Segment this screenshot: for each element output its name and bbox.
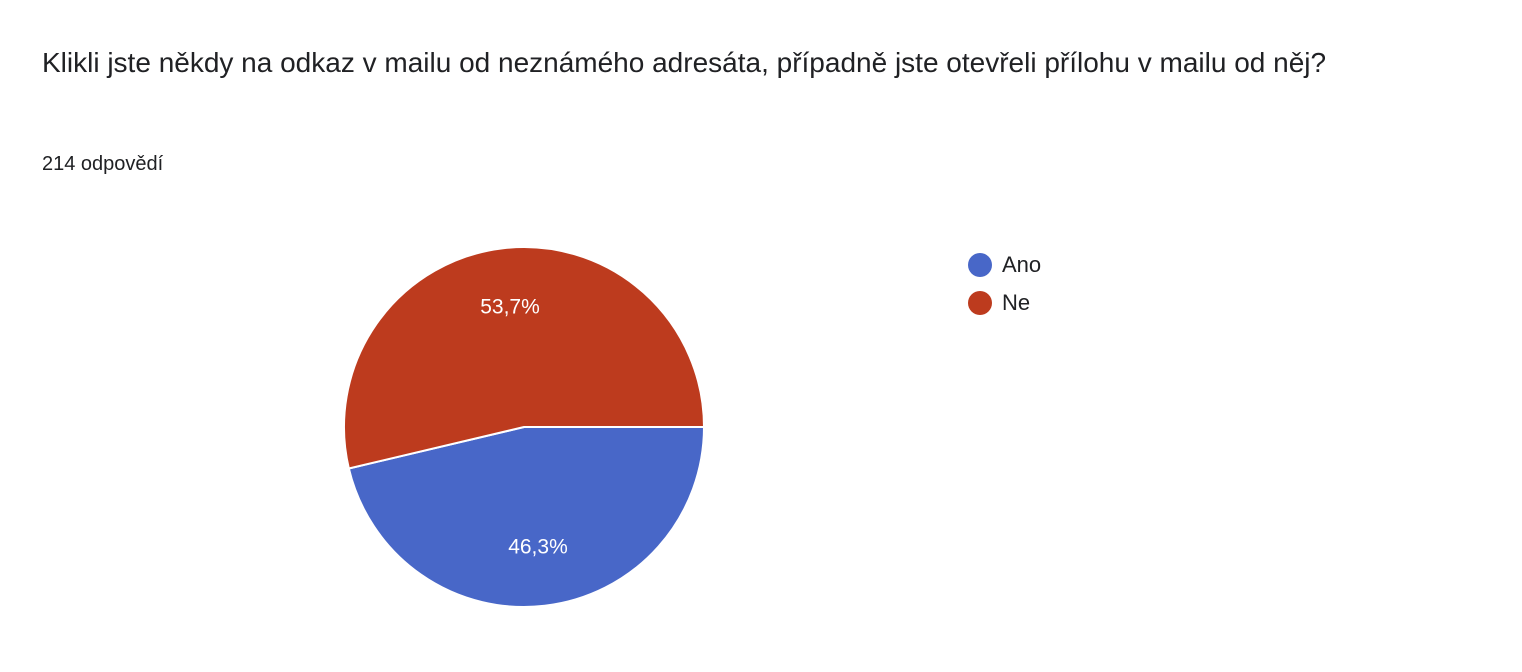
legend-label-ano: Ano: [1002, 252, 1042, 277]
response-count: 214 odpovědí: [42, 153, 164, 175]
legend-item-ano[interactable]: Ano: [968, 246, 1041, 284]
question-title: Klikli jste někdy na odkaz v mailu od ne…: [42, 47, 1327, 78]
pie-slice-ne[interactable]: [343, 246, 705, 470]
legend-swatch-ano: [968, 253, 992, 277]
chart-legend: Ano Ne: [968, 246, 1041, 322]
legend-item-ne[interactable]: Ne: [968, 284, 1041, 322]
slice-label-ano: 46,3%: [508, 535, 568, 558]
slice-label-ne: 53,7%: [480, 296, 540, 319]
legend-swatch-ne: [968, 291, 992, 315]
pie-slice-ano[interactable]: [347, 426, 705, 608]
legend-label-ne: Ne: [1002, 290, 1031, 315]
